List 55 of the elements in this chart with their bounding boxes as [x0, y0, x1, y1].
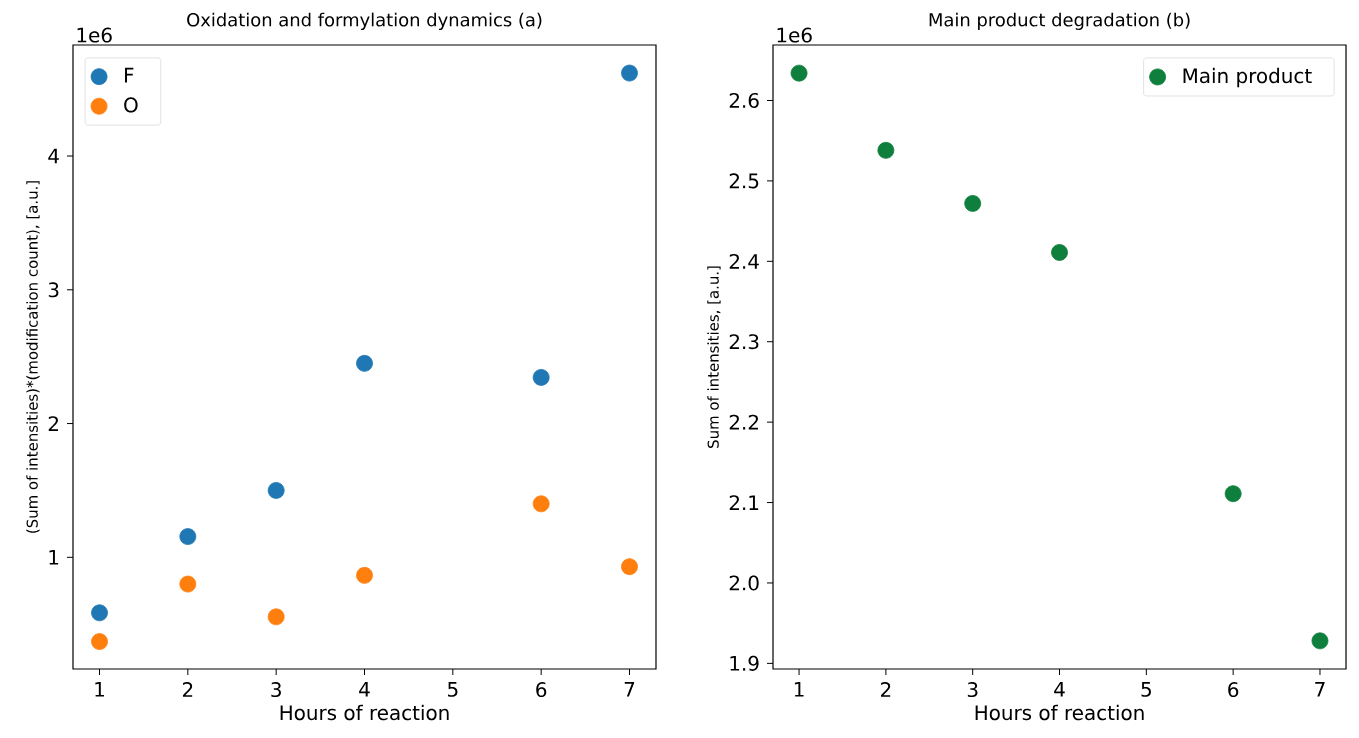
chart-title: Main product degradation (b): [929, 12, 1190, 30]
x-tick-label: 3: [271, 682, 281, 698]
x-axis-title: Hours of reaction: [280, 704, 449, 721]
point: [621, 558, 638, 576]
y-tick-label: 2.5: [729, 173, 759, 189]
y-axis-title: (Sum of intensities)*(modification count), [a.u.]: [26, 181, 40, 533]
text: 1e6: [77, 27, 112, 43]
point: [532, 495, 550, 513]
y-tick-label: 2.0: [729, 575, 759, 591]
x-tick-label: 1: [794, 682, 804, 697]
chart-title: Oxidation and formylation dynamics (a): [187, 12, 542, 30]
x-tick-label: 2: [881, 682, 891, 697]
point: [877, 141, 895, 159]
y-tick-label: 2: [48, 416, 58, 431]
point: [267, 482, 285, 499]
x-tick-label: 2: [182, 682, 193, 697]
x-axis-title: Hours of reaction: [975, 704, 1144, 721]
point: [1224, 485, 1242, 503]
y-tick-label: 2.3: [729, 334, 759, 350]
point: [356, 566, 373, 584]
y-tick-label: 3: [48, 282, 59, 298]
x-tick-label: 6: [1228, 682, 1239, 698]
point: [964, 195, 982, 212]
point: [179, 528, 197, 545]
x-tick-label: 7: [1315, 682, 1325, 697]
point: [1311, 632, 1329, 650]
y-tick-label: 2.1: [729, 495, 759, 510]
x-tick-label: 1: [95, 682, 105, 697]
legend-label: F: [125, 67, 134, 83]
y-axis-title: Sum of intensities, [a.u.]: [707, 266, 721, 448]
point: [532, 369, 550, 386]
legend-label: O: [124, 97, 138, 113]
point: [179, 575, 197, 593]
x-tick-label: 5: [1141, 682, 1151, 697]
x-tick-label: 3: [967, 682, 978, 698]
x-tick-label: 4: [359, 682, 370, 697]
y-tick-label: 2.4: [729, 253, 759, 269]
point: [91, 604, 108, 622]
y-tick-label: 2.6: [729, 92, 759, 109]
y-tick-label: 4: [48, 148, 59, 164]
y-tick-label: 2.2: [729, 414, 758, 430]
x-tick-label: 6: [536, 682, 547, 698]
point: [621, 64, 638, 82]
point: [267, 608, 285, 626]
legend-label: Main product: [1183, 67, 1312, 88]
point: [1051, 244, 1068, 261]
point: [91, 633, 108, 650]
x-tick-label: 4: [1054, 682, 1065, 697]
y-tick-label: 1.9: [730, 655, 759, 671]
x-tick-label: 7: [624, 682, 635, 697]
text: 1e6: [777, 27, 812, 43]
y-tick-label: 1: [49, 550, 59, 565]
x-tick-label: 5: [448, 682, 458, 697]
point: [356, 354, 373, 372]
point: [790, 64, 808, 82]
